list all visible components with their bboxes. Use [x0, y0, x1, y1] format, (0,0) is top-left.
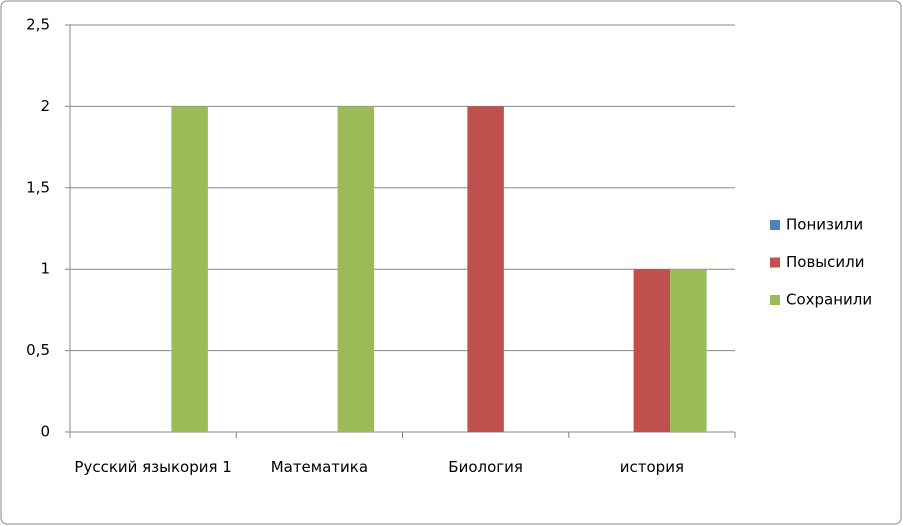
legend-swatch	[770, 295, 780, 305]
y-tick-label: 1,5	[26, 178, 50, 196]
legend-label: Сохранили	[786, 291, 872, 309]
bar	[171, 106, 208, 433]
bar	[337, 106, 375, 433]
bar	[670, 269, 707, 432]
bar	[633, 269, 671, 432]
legend-swatch	[770, 220, 780, 230]
y-tick-label: 1	[40, 260, 50, 278]
legend-label: Повысили	[786, 253, 864, 271]
x-tick-label: Биология	[448, 458, 523, 476]
y-tick-label: 2,5	[26, 16, 50, 34]
y-tick-label: 2	[40, 97, 50, 115]
bar	[467, 106, 504, 433]
legend-label: Понизили	[786, 216, 863, 234]
x-tick-label: история	[619, 458, 684, 476]
x-tick-label: Математика	[270, 458, 369, 476]
legend-swatch	[770, 257, 780, 268]
x-tick-label: Русский языкория 1	[74, 458, 232, 476]
y-tick-label: 0	[40, 423, 50, 441]
y-tick-label: 0,5	[26, 341, 50, 359]
